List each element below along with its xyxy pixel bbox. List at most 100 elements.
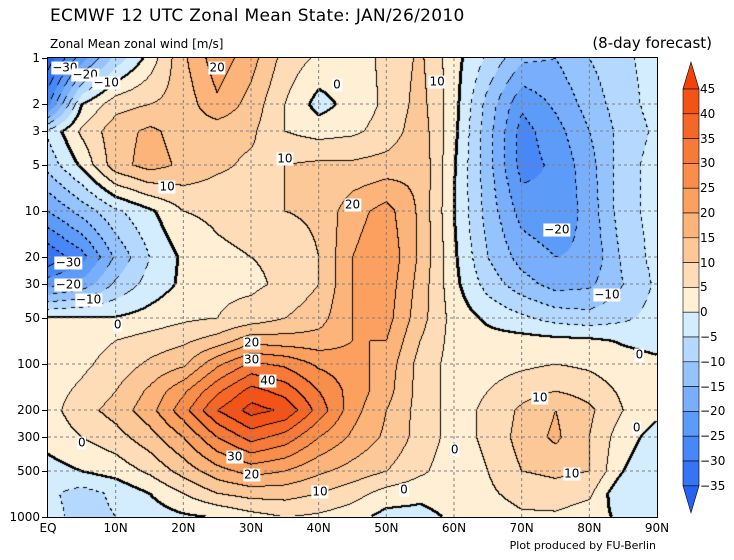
y-tick-label: 30 (24, 276, 40, 291)
contour-label: −10 (74, 292, 103, 307)
y-tick-label: 200 (17, 403, 40, 418)
colorbar-label: 30 (700, 156, 716, 171)
colorbar-label: −10 (700, 354, 726, 369)
y-tick-label: 10 (24, 204, 40, 218)
y-tick-label: 1000 (9, 510, 40, 524)
x-tick-label: 70N (509, 521, 534, 535)
colorbar-label: −25 (700, 429, 726, 444)
contour-label: −10 (593, 287, 621, 302)
colorbar-label: −5 (700, 330, 718, 344)
colorbar-label: −35 (700, 478, 726, 493)
y-tick-mark (42, 317, 48, 319)
x-tick-label: 50N (374, 521, 399, 535)
contour-label: 20 (343, 197, 362, 212)
contour-label: 0 (112, 317, 123, 332)
contour-label: 10 (311, 484, 329, 499)
y-tick-mark (42, 130, 48, 132)
x-tick-label: EQ (39, 521, 57, 535)
contour-label: 0 (332, 77, 342, 92)
x-tick-label: 10N (103, 521, 128, 535)
y-tick-label: 300 (17, 429, 40, 444)
y-tick-label: 3 (32, 123, 40, 138)
y-tick-mark (42, 436, 48, 438)
contour-label: 10 (158, 179, 176, 194)
chart-subtitle: Zonal Mean zonal wind [m/s] (50, 37, 224, 51)
y-tick-mark (42, 104, 48, 106)
y-tick-label: 1 (32, 51, 40, 65)
contour-label: 10 (276, 151, 294, 166)
y-tick-label: 5 (32, 157, 40, 172)
contour-label: 30 (243, 352, 261, 367)
colorbar-label: 40 (700, 106, 716, 121)
colorbar-swatch (682, 386, 700, 412)
colorbar-label: 35 (700, 131, 716, 146)
colorbar-label: 20 (700, 206, 716, 220)
contour-label: 0 (399, 482, 409, 497)
colorbar-top-arrow (682, 60, 700, 90)
y-tick-mark (42, 410, 48, 412)
x-tick-label: 30N (238, 521, 264, 535)
y-tick-mark (42, 470, 48, 472)
colorbar-label: 45 (700, 82, 716, 96)
contour-field (48, 58, 657, 517)
credit-text: Plot produced by FU-Berlin (509, 539, 656, 552)
contour-label: 20 (208, 60, 226, 75)
x-tick-label: 20N (171, 521, 196, 535)
colorbar-swatch (682, 262, 700, 288)
y-tick-label: 500 (17, 463, 40, 478)
colorbar-swatch (682, 411, 700, 437)
y-tick-mark (42, 211, 48, 212)
colorbar-swatch (682, 138, 700, 164)
contour-label: 10 (428, 74, 446, 89)
colorbar-label: 25 (700, 181, 716, 196)
colorbar-swatch (682, 113, 700, 139)
forecast-label: (8-day forecast) (592, 34, 712, 52)
colorbar-label: −20 (700, 404, 726, 419)
y-tick-mark (42, 364, 48, 365)
x-tick-label: 90N (644, 521, 670, 535)
colorbar-swatch (682, 163, 700, 189)
colorbar-label: −15 (700, 379, 726, 394)
contour-label: 20 (243, 467, 261, 482)
contour-label: −20 (543, 222, 571, 237)
colorbar-label: 0 (700, 305, 708, 320)
y-tick-label: 50 (24, 310, 40, 325)
colorbar-bottom-arrow (682, 485, 700, 514)
colorbar-swatch (682, 212, 700, 239)
y-tick-mark (42, 283, 48, 285)
colorbar-swatch (682, 311, 700, 338)
colorbar-swatch (682, 435, 700, 462)
contour-label: −10 (92, 75, 120, 90)
colorbar-swatch (682, 361, 700, 387)
contour-label: 0 (77, 435, 87, 450)
colorbar-swatch (682, 187, 700, 214)
y-tick-label: 2 (32, 97, 40, 112)
colorbar (682, 60, 700, 514)
contour-label: 10 (563, 466, 581, 481)
contour-label: 10 (531, 390, 549, 405)
y-tick-mark (42, 58, 48, 59)
contour-label: −20 (71, 67, 99, 82)
contour-label: 40 (259, 373, 277, 388)
plot-area (48, 58, 657, 517)
contour-label: −30 (54, 255, 82, 270)
y-tick-label: 100 (17, 357, 40, 371)
contour-label: 30 (226, 449, 244, 464)
y-tick-label: 20 (24, 250, 40, 265)
contour-label: 20 (243, 335, 261, 350)
colorbar-label: 5 (700, 280, 708, 295)
contour-label: 0 (634, 347, 645, 362)
contour-label: −20 (54, 277, 82, 292)
colorbar-swatch (682, 287, 700, 313)
grid-overlay (48, 58, 657, 517)
colorbar-swatch (682, 460, 700, 487)
contour-label: 0 (631, 420, 642, 435)
y-tick-mark (42, 257, 48, 259)
x-tick-label: 60N (441, 521, 467, 535)
colorbar-swatch (682, 88, 700, 115)
colorbar-label: 10 (700, 255, 716, 270)
chart-title: ECMWF 12 UTC Zonal Mean State: JAN/26/20… (50, 6, 465, 26)
x-tick-label: 80N (577, 521, 602, 535)
colorbar-swatch (682, 237, 700, 263)
contour-label: 0 (449, 442, 460, 457)
